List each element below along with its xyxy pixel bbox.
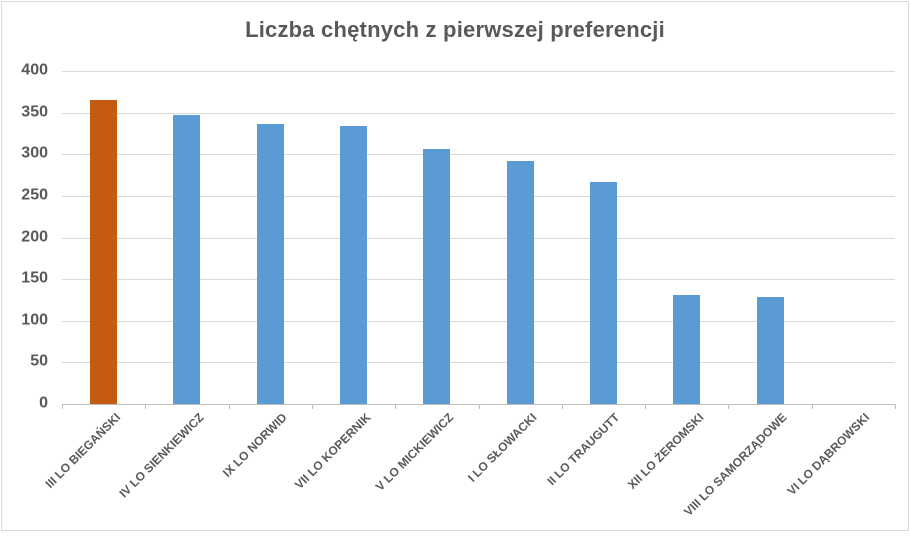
gridline xyxy=(62,362,895,363)
gridline xyxy=(62,279,895,280)
y-axis-tick-label: 200 xyxy=(21,228,48,246)
bar xyxy=(757,297,784,404)
y-axis-tick-label: 250 xyxy=(21,186,48,204)
bar xyxy=(257,124,284,404)
x-axis-tick xyxy=(728,404,729,409)
x-axis-tick xyxy=(479,404,480,409)
gridline xyxy=(62,196,895,197)
bar xyxy=(673,295,700,404)
x-axis-tick xyxy=(812,404,813,409)
y-axis-tick-label: 0 xyxy=(39,394,48,412)
gridline xyxy=(62,321,895,322)
bar xyxy=(590,182,617,404)
chart-title: Liczba chętnych z pierwszej preferencji xyxy=(245,17,665,42)
y-axis-tick-label: 150 xyxy=(21,269,48,287)
x-axis-tick xyxy=(312,404,313,409)
x-axis-tick xyxy=(229,404,230,409)
x-axis-tick xyxy=(562,404,563,409)
bar xyxy=(507,161,534,404)
plot-area xyxy=(62,71,895,404)
y-axis-tick-label: 350 xyxy=(21,103,48,121)
gridline xyxy=(62,71,895,72)
gridline xyxy=(62,154,895,155)
gridline xyxy=(62,113,895,114)
bar xyxy=(423,149,450,404)
x-axis-tick xyxy=(895,404,896,409)
y-axis-tick-label: 100 xyxy=(21,311,48,329)
y-axis-tick-label: 50 xyxy=(30,352,48,370)
x-axis-tick xyxy=(645,404,646,409)
gridline xyxy=(62,238,895,239)
x-axis-tick xyxy=(62,404,63,409)
bar xyxy=(90,100,117,404)
x-axis-tick xyxy=(395,404,396,409)
bar xyxy=(173,115,200,404)
y-axis-tick-label: 400 xyxy=(21,61,48,79)
bar xyxy=(340,126,367,404)
x-axis-tick xyxy=(145,404,146,409)
y-axis-tick-label: 300 xyxy=(21,144,48,162)
